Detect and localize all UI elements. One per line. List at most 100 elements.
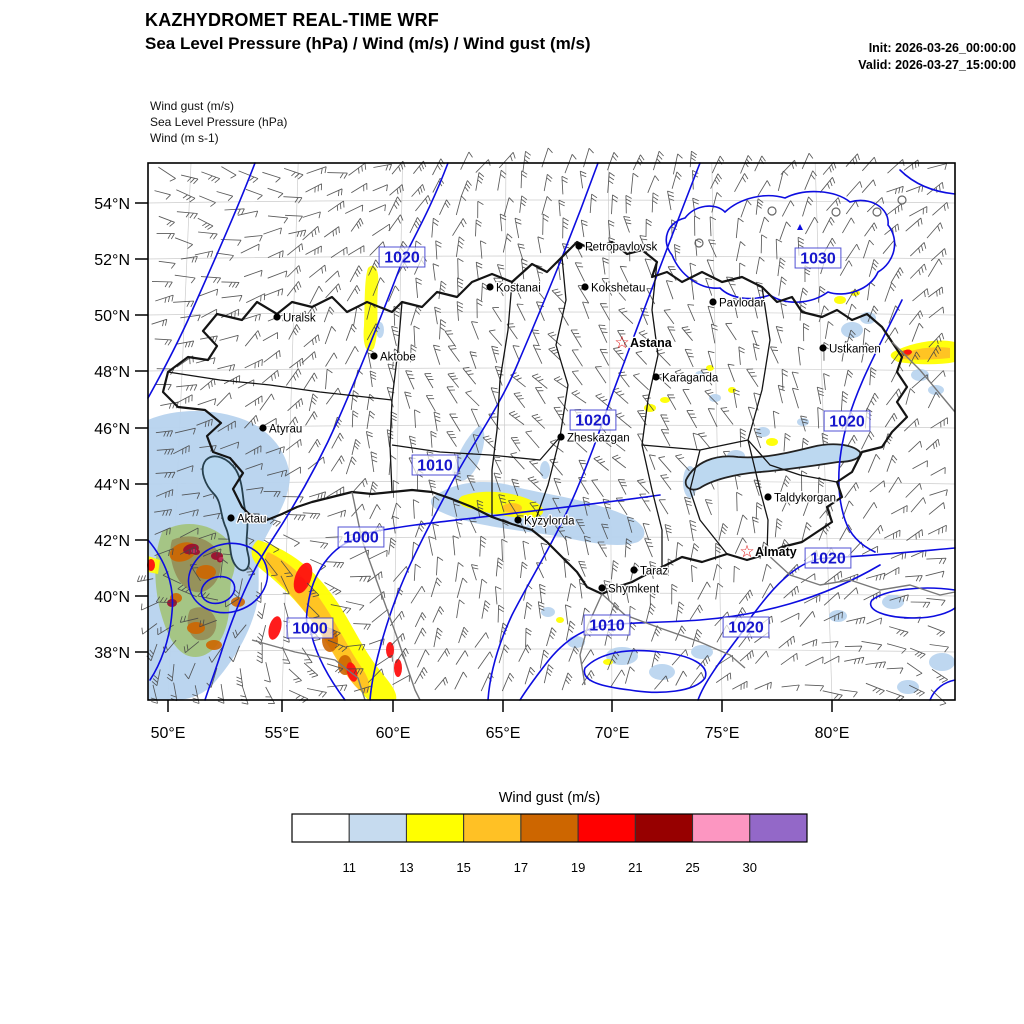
wind-barb bbox=[564, 604, 572, 625]
wind-barb bbox=[575, 519, 585, 535]
wind-barb bbox=[238, 170, 259, 183]
wind-barb bbox=[283, 196, 303, 204]
wind-barb bbox=[732, 297, 740, 319]
wind-barb bbox=[345, 323, 357, 341]
legend-wind-gust: Wind gust (m/s) bbox=[150, 99, 235, 113]
wind-barb bbox=[350, 390, 359, 410]
gust-shade-yellow bbox=[363, 265, 379, 352]
wind-barb bbox=[803, 594, 821, 604]
wind-barb bbox=[432, 344, 441, 365]
wind-barb bbox=[692, 432, 700, 450]
graticule-lat bbox=[147, 311, 956, 316]
wind-barb bbox=[674, 369, 690, 385]
city-marker-aktau: Aktau bbox=[227, 512, 268, 527]
wind-barb bbox=[886, 667, 904, 674]
wind-barb bbox=[197, 590, 219, 601]
wind-barb bbox=[345, 456, 357, 475]
wind-barb bbox=[176, 189, 196, 203]
wind-barb bbox=[365, 431, 373, 449]
wind-barb bbox=[527, 476, 542, 491]
wind-barb bbox=[845, 243, 860, 262]
wind-barb bbox=[368, 549, 388, 560]
wind-barb bbox=[675, 542, 684, 560]
wind-barb bbox=[368, 204, 386, 213]
wind-barb bbox=[928, 286, 944, 298]
lon-tick-label: 65°E bbox=[486, 725, 521, 742]
wind-barb bbox=[326, 486, 345, 498]
wind-barb bbox=[326, 663, 344, 674]
wind-barb bbox=[474, 632, 489, 648]
wind-barb bbox=[432, 523, 439, 541]
blue-bits-patch bbox=[695, 371, 705, 379]
wind-barb bbox=[690, 278, 698, 300]
colorbar-tick-label: 21 bbox=[628, 860, 642, 875]
wind-barb bbox=[889, 594, 909, 603]
wind-barb bbox=[752, 298, 760, 319]
wind-barb bbox=[409, 217, 422, 234]
wind-barb bbox=[845, 200, 859, 215]
wind-barb bbox=[246, 487, 264, 494]
wind-barb bbox=[739, 428, 747, 448]
wind-barb bbox=[283, 416, 299, 433]
pressure-label-box bbox=[286, 617, 334, 639]
wind-barb bbox=[327, 172, 348, 179]
wind-barb bbox=[184, 662, 196, 680]
wind-barb bbox=[455, 518, 463, 538]
wind-barb bbox=[302, 512, 321, 520]
wind-barb bbox=[199, 195, 216, 207]
wind-barb bbox=[660, 474, 672, 490]
wind-barb bbox=[351, 182, 368, 194]
wind-barb bbox=[610, 669, 626, 688]
wind-barb bbox=[779, 475, 791, 494]
wind-barb bbox=[256, 602, 266, 620]
wind-barb bbox=[740, 155, 753, 174]
wind-barb bbox=[929, 644, 949, 653]
pressure-label: 1020 bbox=[378, 246, 426, 268]
red-bits-patch bbox=[386, 642, 394, 658]
wind-barb bbox=[224, 208, 245, 215]
wind-barb bbox=[725, 322, 737, 341]
wind-barb bbox=[607, 650, 620, 671]
wind-barb bbox=[801, 639, 818, 647]
wind-barb bbox=[392, 674, 410, 685]
wind-barb bbox=[715, 582, 724, 600]
wind-barb bbox=[512, 345, 520, 362]
wind-barb bbox=[288, 324, 301, 340]
model-run-info: Init: 2026-03-26_00:00:00 Valid: 2026-03… bbox=[858, 40, 1016, 74]
wind-barb bbox=[431, 217, 439, 238]
wind-barb bbox=[432, 263, 440, 281]
city-marker-atyrau: Atyrau bbox=[259, 422, 304, 437]
wind-barb bbox=[732, 388, 740, 408]
wind-barb bbox=[305, 411, 318, 426]
wind-barb bbox=[430, 430, 437, 448]
wind-barb bbox=[346, 285, 361, 302]
wind-barb bbox=[510, 436, 521, 452]
wind-barb bbox=[826, 197, 841, 211]
wind-barb bbox=[326, 188, 343, 197]
wind-barb bbox=[673, 244, 681, 261]
wind-barb bbox=[327, 509, 347, 518]
wind-barb bbox=[720, 407, 734, 425]
wind-barb bbox=[903, 418, 920, 432]
wind-barb bbox=[582, 496, 591, 516]
wind-barb bbox=[704, 499, 713, 516]
wind-barb bbox=[410, 306, 422, 326]
pressure-label-text: 1020 bbox=[575, 413, 611, 430]
wind-barb bbox=[839, 689, 858, 698]
wind-barb bbox=[612, 387, 629, 404]
wind-barb bbox=[373, 163, 392, 171]
graticule-lon bbox=[502, 162, 507, 701]
wind-barb bbox=[262, 369, 280, 384]
wind-barb bbox=[579, 170, 587, 189]
wind-barb bbox=[470, 564, 479, 581]
city-marker-zheskazgan: Zheskazgan bbox=[557, 431, 631, 446]
wind-barb bbox=[736, 491, 743, 512]
wind-barb bbox=[351, 410, 359, 428]
wind-barb bbox=[388, 196, 402, 216]
wind-barb bbox=[309, 540, 329, 549]
wind-barb bbox=[223, 375, 241, 385]
wind-barb bbox=[797, 346, 805, 366]
wind-barb bbox=[408, 435, 417, 454]
wind-barb bbox=[452, 218, 467, 236]
